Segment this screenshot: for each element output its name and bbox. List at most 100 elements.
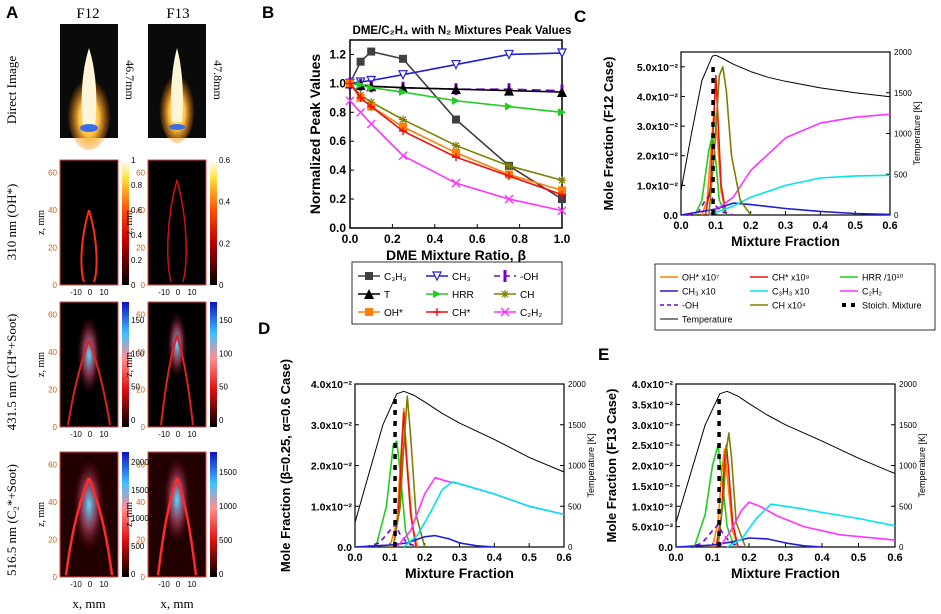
colorbar-tick-label: 0 <box>131 416 136 425</box>
legend-label: CH₃ <box>452 272 471 283</box>
x-tick-label: 0.6 <box>887 552 902 564</box>
y-axis-label: Mole Fraction (F13 Case) <box>604 389 619 543</box>
series-line-CH3 <box>675 537 823 548</box>
y-tick-label: 0.8 <box>329 105 346 119</box>
y-tick-label: 3.0x10⁻² <box>637 121 679 133</box>
image-y-tick: 60 <box>136 461 145 470</box>
colorbar-tick-label: 0.6 <box>219 156 231 165</box>
legend-label: -OH <box>682 301 699 311</box>
y2-tick-label: 1500 <box>899 421 917 430</box>
colorbar-tick-label: 1500 <box>219 468 237 477</box>
panel-b: B DME/C₂H₄ with N₂ Mixtures Peak Values 0… <box>262 3 571 325</box>
legend-label: T <box>384 290 390 301</box>
legend-b: C₃H₃ CH₃ -OH T HRR CH OH* CH* C₂H₂ <box>351 261 563 325</box>
plot-frame <box>354 383 565 548</box>
data-point <box>452 96 460 105</box>
y-axis-label: Normalized Peak Values <box>307 54 323 215</box>
x-tick-label: 0.1 <box>708 220 723 232</box>
image-y-tick: 60 <box>48 461 57 470</box>
data-point <box>452 153 460 162</box>
data-point <box>345 96 355 106</box>
image-y-tick: 60 <box>136 311 145 320</box>
x-tick-label: 0.3 <box>778 552 793 564</box>
legend-label: C₂H₂ <box>520 308 542 319</box>
colorbar-tick-label: 0.6 <box>131 206 143 215</box>
data-point <box>558 108 566 117</box>
data-point <box>504 85 514 96</box>
data-point <box>399 127 407 136</box>
xlabel-f12: x, mm <box>72 596 105 611</box>
row-label-ch: 431.5 nm (CH*+Soot) <box>4 314 19 431</box>
image-ylabel: z, mm <box>124 210 135 235</box>
x-tick-label: 0.5 <box>851 552 866 564</box>
data-point <box>365 308 373 316</box>
image-x-tick: 0 <box>88 288 93 297</box>
y-tick-label: 2.0x10⁻² <box>637 151 679 163</box>
y2-tick-label: 1500 <box>894 89 912 98</box>
colorbar-ch-f12-ticks: 150 100 50 0 <box>131 316 145 425</box>
data-point <box>452 115 460 124</box>
image-y-tick: 60 <box>136 169 145 178</box>
colorbar-ch-f13-ticks: 150 100 50 0 <box>219 316 233 425</box>
y-tick-label: 0.6 <box>329 134 346 148</box>
image-y-tick: 20 <box>136 244 145 253</box>
image-x-tick: 0 <box>88 430 93 439</box>
legend-box <box>654 263 936 331</box>
image-y-tick: 0 <box>141 281 146 290</box>
image-y-tick: 20 <box>48 536 57 545</box>
y-axis-label: Mole Fraction (β=0.25, α=0.6 Case) <box>278 359 293 572</box>
legend-label: OH* <box>384 308 403 319</box>
legend-box <box>351 261 563 325</box>
data-point <box>500 307 510 317</box>
colorbar-tick-label: 0 <box>131 281 136 290</box>
image-y-tick: 40 <box>136 348 145 357</box>
series-line-Temperature <box>680 54 891 191</box>
c2-glow-f12 <box>73 457 105 553</box>
y-tick-label: 1.0x10⁻² <box>311 501 353 513</box>
y2-tick-label: 1000 <box>899 462 917 471</box>
flame-core-f13 <box>171 48 183 122</box>
colorbar-tick-label: 2000 <box>131 458 149 467</box>
legend-label: Stoich. Mixture <box>862 301 922 311</box>
y-tick-label: 0.2 <box>329 192 346 206</box>
data-point <box>356 57 365 66</box>
x-tick-label: 0.0 <box>668 552 683 564</box>
data-point <box>399 54 407 63</box>
c2-f13-axes: 0 20 40 60 -10 0 10 z, mm <box>124 461 197 590</box>
y-tick-label: 3.0x10⁻² <box>311 420 353 432</box>
row-label-oh: 310 nm (OH*) <box>4 184 19 261</box>
image-x-tick: 10 <box>100 288 109 297</box>
x-tick-label: 0.5 <box>848 220 863 232</box>
data-point <box>505 102 513 111</box>
flame-base-f13 <box>169 124 185 130</box>
y-tick-label: 5.0x10⁻² <box>637 62 679 74</box>
colorbar-c2-f12 <box>122 452 129 577</box>
panel-e: E 0.0 0.1 0.2 0.3 0.4 0.5 0.6 0.0 5.0x10⁻³ 1.0x10… <box>598 345 927 581</box>
series-line-CH <box>717 432 747 548</box>
y-tick-label: 0.0 <box>329 221 346 235</box>
y2-tick-label: 0 <box>894 211 899 220</box>
data-point <box>558 195 566 204</box>
colorbar-tick-label: 100 <box>219 349 233 358</box>
y-tick-label: 0.0 <box>337 542 352 554</box>
chart-c: 0.0 0.1 0.2 0.3 0.4 0.5 0.6 0.0 1.0x10⁻² 2.0x10⁻²… <box>601 48 922 249</box>
image-x-tick: 10 <box>100 430 109 439</box>
y2-axis-label: Temperature [K] <box>912 101 922 165</box>
data-point <box>557 206 567 216</box>
x-tick-label: 0.0 <box>347 552 362 564</box>
legend-label: C₃H₃ x10 <box>772 287 809 297</box>
x-tick-label: 0.4 <box>426 232 443 246</box>
y-axis-label: Mole Fraction (F12 Case) <box>601 57 616 211</box>
legend-label: CH* x10⁹ <box>772 273 810 283</box>
image-y-tick: 20 <box>48 386 57 395</box>
legend-label: CH x10⁴ <box>772 301 806 311</box>
plot-frame <box>349 39 563 229</box>
panel-d: D 0.0 0.1 0.2 0.3 0.4 0.5 0.6 0.0 1.0x10⁻² 2.0x10… <box>258 319 596 581</box>
image-x-tick: 0 <box>88 580 93 589</box>
image-y-tick: 0 <box>53 281 58 290</box>
data-point <box>558 176 566 185</box>
panel-c: C 0.0 0.1 0.2 0.3 0.4 0.5 0.6 0.0 1.0x10⁻² 2.0x10… <box>574 7 936 331</box>
data-point <box>433 290 441 298</box>
y2-axis-label: Temperature [K] <box>586 433 596 497</box>
flame-core-f12 <box>81 48 97 125</box>
